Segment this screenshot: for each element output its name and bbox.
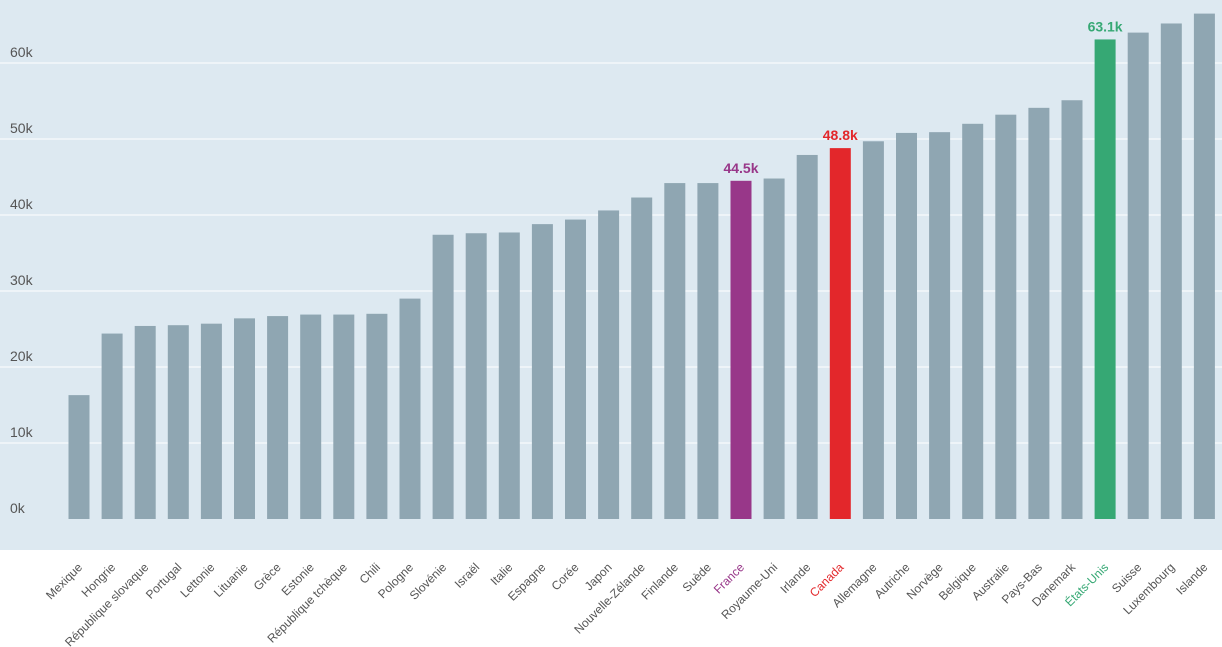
bar-france [730,180,752,520]
bar-japon [598,210,620,519]
x-tick-label: Lettonie [177,560,217,600]
x-tick-label: Suède [680,560,715,595]
y-tick-label: 0k [10,500,26,516]
bar-italie [498,232,520,520]
bar-allemagne [862,141,884,519]
bar-hongrie [101,333,123,519]
bar-corée [565,219,586,519]
x-tick-label: Slovénie [407,560,450,603]
bar-canada [829,148,851,519]
bar-lituanie [234,318,255,519]
x-tick-label: Israël [452,560,483,591]
data-labels: 44.5k 48.8k 63.1k [723,18,1122,175]
bar-pologne [399,298,421,519]
bar-luxembourg [1160,23,1182,519]
x-tick-label: Corée [549,560,582,593]
x-tick-label: Islande [1173,560,1210,597]
bar-pays-bas [1028,107,1050,519]
y-tick-label: 50k [10,120,34,136]
y-tick-label: 40k [10,196,34,212]
bar-grèce [267,316,289,519]
data-label: 48.8k [823,127,858,143]
bar-nouvelle-zélande [631,197,653,519]
bars [68,13,1215,520]
bar-république-slovaque [134,325,156,519]
bar-mexique [68,395,90,519]
x-tick-label: Finlande [638,560,681,603]
y-tick-label: 10k [10,424,34,440]
bar-portugal [167,325,189,519]
bar-israël [465,233,487,520]
x-tick-label: Mexique [43,560,85,602]
bar-suisse [1127,32,1149,519]
bar-lettonie [200,323,222,519]
bar-suède [697,183,719,519]
y-axis-tick-labels: 0k 10k 20k 30k 40k 50k 60k [10,44,34,516]
bar-belgique [962,123,984,520]
y-tick-label: 60k [10,44,34,60]
bar-espagne [531,224,553,519]
bar-australie [995,114,1017,520]
bar-danemark [1061,100,1083,520]
y-tick-label: 30k [10,272,34,288]
data-label: 44.5k [723,160,758,176]
bar-slovénie [432,234,454,519]
bar-islande [1193,13,1215,519]
x-tick-label: Lituanie [211,560,251,600]
bar-norvège [929,132,951,519]
bar-irlande [796,154,818,519]
bar-république-tchèque [333,314,355,519]
x-tick-label: Chili [357,560,383,586]
bar-chili [366,313,388,519]
bar-autriche [896,132,917,520]
y-tick-label: 20k [10,348,34,364]
x-tick-label: Italie [488,560,516,588]
bar-royaume-uni [763,178,785,519]
x-tick-label: Portugal [143,560,185,602]
bar-finlande [664,183,686,519]
bar-états-unis [1094,39,1116,519]
data-label: 63.1k [1088,18,1123,34]
bar-estonie [300,314,322,519]
